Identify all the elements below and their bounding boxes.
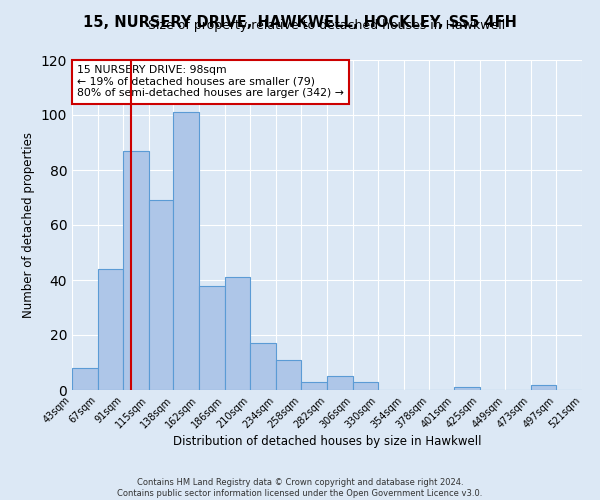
Text: 15 NURSERY DRIVE: 98sqm
← 19% of detached houses are smaller (79)
80% of semi-de: 15 NURSERY DRIVE: 98sqm ← 19% of detache… — [77, 65, 344, 98]
Bar — [98, 269, 123, 390]
Bar — [353, 382, 378, 390]
Bar — [123, 151, 149, 390]
Title: Size of property relative to detached houses in Hawkwell: Size of property relative to detached ho… — [148, 20, 506, 32]
Bar — [531, 384, 556, 390]
Bar — [276, 360, 301, 390]
Bar — [224, 277, 250, 390]
Bar — [301, 382, 327, 390]
Bar — [173, 112, 199, 390]
Bar — [199, 286, 224, 390]
X-axis label: Distribution of detached houses by size in Hawkwell: Distribution of detached houses by size … — [173, 436, 481, 448]
Bar — [327, 376, 353, 390]
Bar — [250, 343, 276, 390]
Text: 15, NURSERY DRIVE, HAWKWELL, HOCKLEY, SS5 4FH: 15, NURSERY DRIVE, HAWKWELL, HOCKLEY, SS… — [83, 15, 517, 30]
Bar — [454, 387, 479, 390]
Bar — [72, 368, 98, 390]
Text: Contains HM Land Registry data © Crown copyright and database right 2024.
Contai: Contains HM Land Registry data © Crown c… — [118, 478, 482, 498]
Y-axis label: Number of detached properties: Number of detached properties — [22, 132, 35, 318]
Bar — [149, 200, 173, 390]
